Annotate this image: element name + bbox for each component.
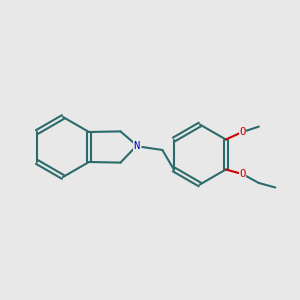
Text: O: O	[239, 169, 245, 179]
Text: N: N	[134, 140, 140, 151]
Text: O: O	[239, 127, 245, 137]
